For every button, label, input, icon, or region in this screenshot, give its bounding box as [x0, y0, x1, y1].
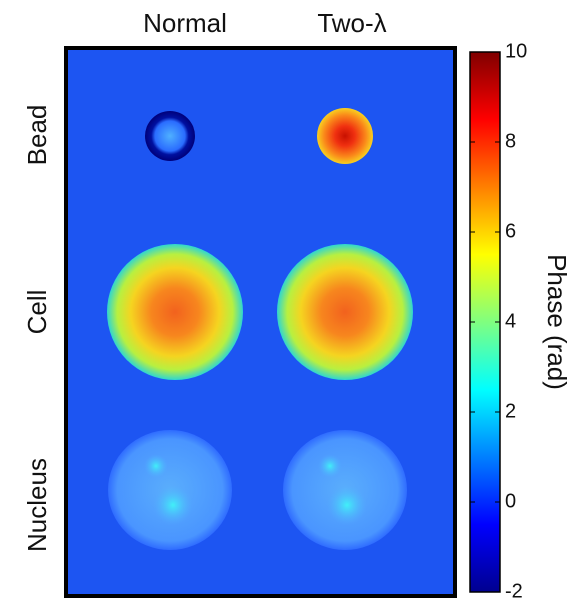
tick-label: -2 — [505, 580, 523, 602]
tick-label: 0 — [505, 490, 516, 512]
bead-two-lambda — [317, 108, 373, 164]
colorbar-label: Phase (rad) — [542, 254, 572, 390]
row-label: Bead — [22, 105, 52, 166]
bead-normal — [145, 111, 195, 161]
column-label: Two-λ — [317, 8, 386, 38]
nucleolus — [153, 485, 193, 525]
tick-label: 10 — [505, 40, 527, 62]
row-label: Nucleus — [22, 458, 52, 552]
column-label: Normal — [143, 8, 227, 38]
tick-label: 6 — [505, 220, 516, 242]
phase-image — [64, 46, 457, 598]
nucleolus — [318, 454, 342, 478]
colorbar-ticks: -2 0 2 4 6 8 10 — [470, 40, 527, 602]
tick-label: 2 — [505, 400, 516, 422]
nucleolus — [327, 485, 367, 525]
tick-label: 8 — [505, 130, 516, 152]
cell-two-lambda — [277, 244, 413, 380]
tick-label: 4 — [505, 310, 516, 332]
nucleolus — [144, 454, 168, 478]
row-label: Cell — [22, 290, 52, 335]
cell-normal — [107, 244, 243, 380]
